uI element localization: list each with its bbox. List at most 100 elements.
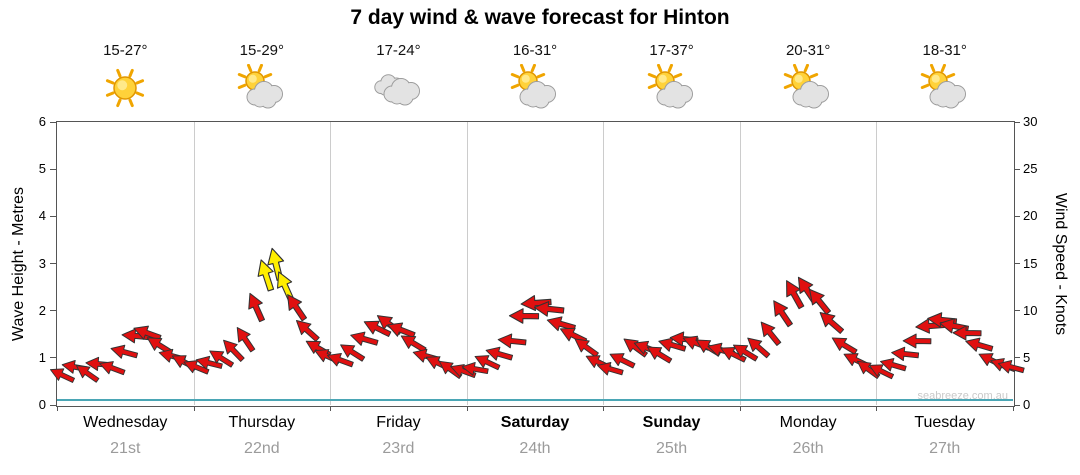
wind-arrow — [96, 359, 128, 377]
left-tick-label: 1 — [38, 349, 46, 365]
right-axis-tick — [1014, 263, 1020, 264]
day-temp: 20-31° — [785, 42, 831, 59]
left-tick-label: 0 — [38, 397, 46, 412]
left-axis-tick — [50, 404, 56, 406]
day-name: Monday — [779, 414, 837, 431]
wind-arrow — [742, 337, 774, 358]
left-tick-label: 3 — [38, 255, 46, 271]
wind-arrow — [889, 345, 921, 363]
left-axis-tick — [50, 263, 56, 264]
right-axis-title: Wind Speed - Knots — [1052, 192, 1069, 336]
wind-arrow — [803, 289, 835, 316]
chart-title: 7 day wind & wave forecast for Hinton — [350, 6, 730, 29]
right-axis-tick — [1014, 121, 1020, 123]
wind-arrow — [229, 326, 261, 353]
left-tick-label: 6 — [38, 114, 46, 129]
day-name: Saturday — [500, 414, 570, 431]
wind-arrow — [217, 340, 249, 363]
day-name: Thursday — [228, 414, 296, 431]
wind-arrow — [46, 366, 78, 384]
day-name: Wednesday — [83, 414, 168, 431]
wind-arrow — [324, 351, 356, 369]
wind-arrow — [717, 345, 749, 363]
left-tick-label: 2 — [38, 302, 46, 318]
sunny-icon — [97, 64, 153, 112]
wind-arrow — [778, 279, 810, 309]
wind-arrow — [877, 356, 909, 374]
day-temp: 17-37° — [649, 42, 694, 59]
wind-arrow — [963, 336, 995, 354]
partly-cloudy-icon — [644, 63, 700, 112]
left-axis-tick — [50, 121, 56, 123]
right-tick-label: 0 — [1023, 397, 1031, 412]
wind-arrow — [901, 332, 933, 350]
day-temp: 15-27° — [103, 42, 148, 59]
day-temp: 16-31° — [512, 42, 558, 59]
right-tick-label: 5 — [1023, 349, 1031, 365]
day-date: 21st — [110, 440, 141, 457]
day-temp: 18-31° — [922, 42, 967, 59]
x-axis-tick — [603, 406, 605, 411]
right-tick-label: 25 — [1023, 161, 1038, 177]
wind-arrow — [131, 324, 163, 342]
right-tick-label: 10 — [1023, 302, 1038, 318]
wind-arrow — [545, 315, 577, 333]
day-date: 26th — [792, 440, 824, 457]
plot-area — [56, 121, 1015, 407]
day-date: 22nd — [244, 440, 280, 457]
left-axis-tick — [50, 310, 56, 312]
wind-arrow — [508, 307, 540, 325]
watermark: seabreeze.com.au — [917, 390, 1009, 402]
x-axis-tick — [57, 406, 58, 411]
wind-arrow — [815, 312, 847, 334]
partly-cloudy-icon — [917, 63, 973, 112]
day-gridline — [876, 122, 878, 405]
right-tick-label: 15 — [1023, 255, 1038, 271]
x-axis-tick — [330, 406, 332, 411]
wind-arrow — [533, 300, 565, 318]
left-axis-tick — [50, 168, 56, 170]
wind-arrow — [280, 294, 312, 322]
day-gridline — [466, 122, 468, 405]
wind-arrow — [995, 358, 1027, 376]
day-date: 24th — [519, 440, 551, 457]
day-gridline — [193, 122, 195, 405]
wind-arrow — [471, 353, 503, 371]
wind-arrow — [766, 299, 798, 327]
day-temp: 15-29° — [239, 42, 285, 59]
x-axis-tick — [739, 406, 741, 411]
x-axis-tick — [876, 406, 878, 411]
day-gridline — [330, 122, 332, 405]
wind-arrow — [108, 343, 140, 361]
partly-cloudy-icon — [780, 63, 836, 112]
right-axis-tick — [1014, 168, 1020, 170]
wind-arrow — [291, 319, 323, 342]
wave-height-line — [57, 399, 1013, 402]
wind-arrow — [71, 364, 103, 383]
left-axis-tick — [50, 215, 56, 217]
right-axis-tick — [1014, 404, 1020, 406]
day-name: Sunday — [642, 414, 701, 431]
wind-arrow — [754, 321, 786, 347]
wind-arrow — [570, 338, 602, 357]
x-axis-tick — [466, 406, 468, 411]
left-tick-label: 4 — [38, 208, 46, 224]
cloudy-icon — [370, 64, 426, 112]
right-axis-tick — [1014, 215, 1020, 217]
wind-arrow — [336, 343, 368, 362]
wind-arrow — [205, 349, 237, 368]
partly-cloudy-icon — [234, 63, 290, 112]
partly-cloudy-icon — [507, 63, 563, 112]
day-name: Friday — [376, 414, 421, 431]
right-tick-label: 20 — [1023, 208, 1038, 224]
wind-arrow — [643, 345, 675, 364]
right-tick-label: 30 — [1023, 114, 1038, 129]
day-date: 23rd — [382, 440, 415, 457]
wind-arrow — [240, 292, 272, 323]
wind-arrow — [594, 360, 626, 378]
wind-arrow — [397, 334, 429, 353]
wind-arrow — [656, 336, 688, 354]
wind-arrow — [250, 259, 282, 292]
wind-arrow — [385, 321, 417, 339]
